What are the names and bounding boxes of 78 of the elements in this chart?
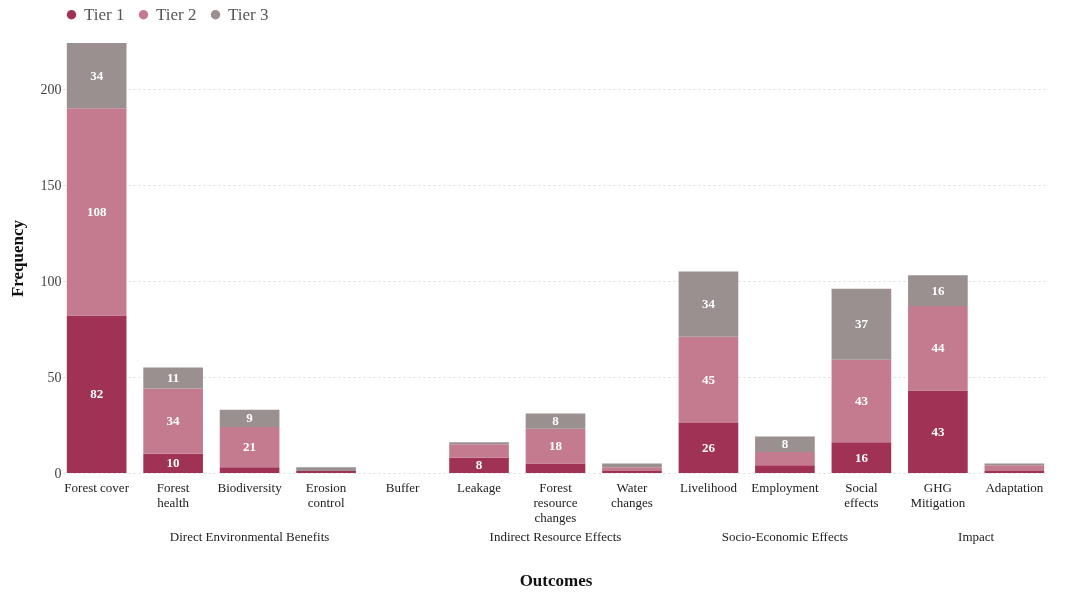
data-label: 8 [781, 436, 789, 452]
y-tick-label: 50 [47, 369, 62, 385]
x-tick-label: Livelihood [679, 479, 738, 495]
bar [66, 108, 127, 316]
x-tick-label: Forest cover [64, 479, 130, 495]
bar [755, 465, 815, 473]
y-tick-label: 200 [40, 81, 62, 97]
bar [602, 467, 662, 472]
x-tick-label: Social effects [844, 479, 879, 510]
bar [908, 275, 968, 306]
bar [219, 467, 280, 473]
x-tick-label: Adaptation [985, 479, 1044, 495]
bar [219, 409, 280, 427]
bar [755, 436, 815, 452]
text: Impact [958, 529, 995, 544]
data-label: 8 [552, 413, 560, 429]
x-tick-label: Employment [751, 479, 819, 495]
data-label: 16 [931, 282, 945, 298]
bar [66, 315, 127, 473]
bar [908, 305, 968, 391]
data-label: 9 [246, 410, 254, 426]
data-label: 43 [931, 423, 945, 439]
bar [984, 465, 1045, 472]
x-axis-title: Outcomes [519, 570, 593, 590]
data-label: 18 [549, 438, 563, 454]
data-label: 34 [166, 413, 181, 429]
bar [143, 453, 203, 473]
data-label: 26 [701, 440, 716, 456]
bar [831, 442, 892, 473]
bar [678, 336, 739, 424]
data-label: 16 [854, 449, 869, 465]
x-tick-label: Leakage [457, 479, 502, 495]
bar [449, 444, 509, 458]
data-label: 8 [475, 457, 483, 473]
legend-label: Tier 3 [228, 4, 269, 24]
bar [602, 463, 662, 468]
legend-label: Tier 2 [156, 4, 197, 24]
data-label: 34 [701, 296, 716, 312]
data-label: 43 [854, 393, 869, 409]
y-tick-label: 150 [40, 177, 62, 193]
bar [755, 451, 815, 466]
bar [143, 367, 203, 389]
data-label: 10 [166, 455, 180, 471]
bar [296, 467, 356, 472]
bar [908, 390, 968, 473]
bar [66, 43, 127, 109]
x-tick-label: Water changes [611, 479, 653, 510]
bar [831, 288, 892, 360]
y-axis-title: Frequency [7, 219, 27, 298]
bar [678, 271, 739, 337]
x-tick-label: Forest resource changes [533, 479, 578, 525]
bar [219, 426, 280, 468]
bar [525, 428, 586, 464]
x-tick-label: Erosion control [305, 479, 347, 510]
text: Direct Environmental Benefits [169, 529, 330, 544]
x-tick-label: Forest health [156, 479, 190, 510]
data-label: 37 [854, 316, 869, 332]
y-tick-label: 100 [40, 273, 62, 289]
text: Indirect Resource Effects [489, 529, 622, 544]
x-tick-label: Biodiversity [217, 479, 283, 495]
x-tick-label: GHG Mitigation [910, 479, 966, 510]
y-tick-label: 0 [54, 465, 62, 481]
text: Socio-Economic Effects [721, 529, 849, 544]
data-label: 82 [90, 386, 104, 402]
data-label: 108 [86, 203, 107, 219]
data-label: 21 [243, 439, 257, 455]
bar [678, 423, 739, 473]
data-label: 34 [90, 67, 104, 83]
bar [449, 457, 509, 473]
data-label: 44 [931, 340, 945, 356]
bar [525, 463, 586, 473]
bar [525, 413, 586, 429]
bar [831, 359, 892, 443]
data-label: 11 [166, 369, 180, 385]
x-tick-label: Buffer [385, 479, 421, 495]
data-label: 45 [701, 371, 716, 387]
legend-label: Tier 1 [84, 4, 125, 24]
bar [143, 388, 203, 454]
